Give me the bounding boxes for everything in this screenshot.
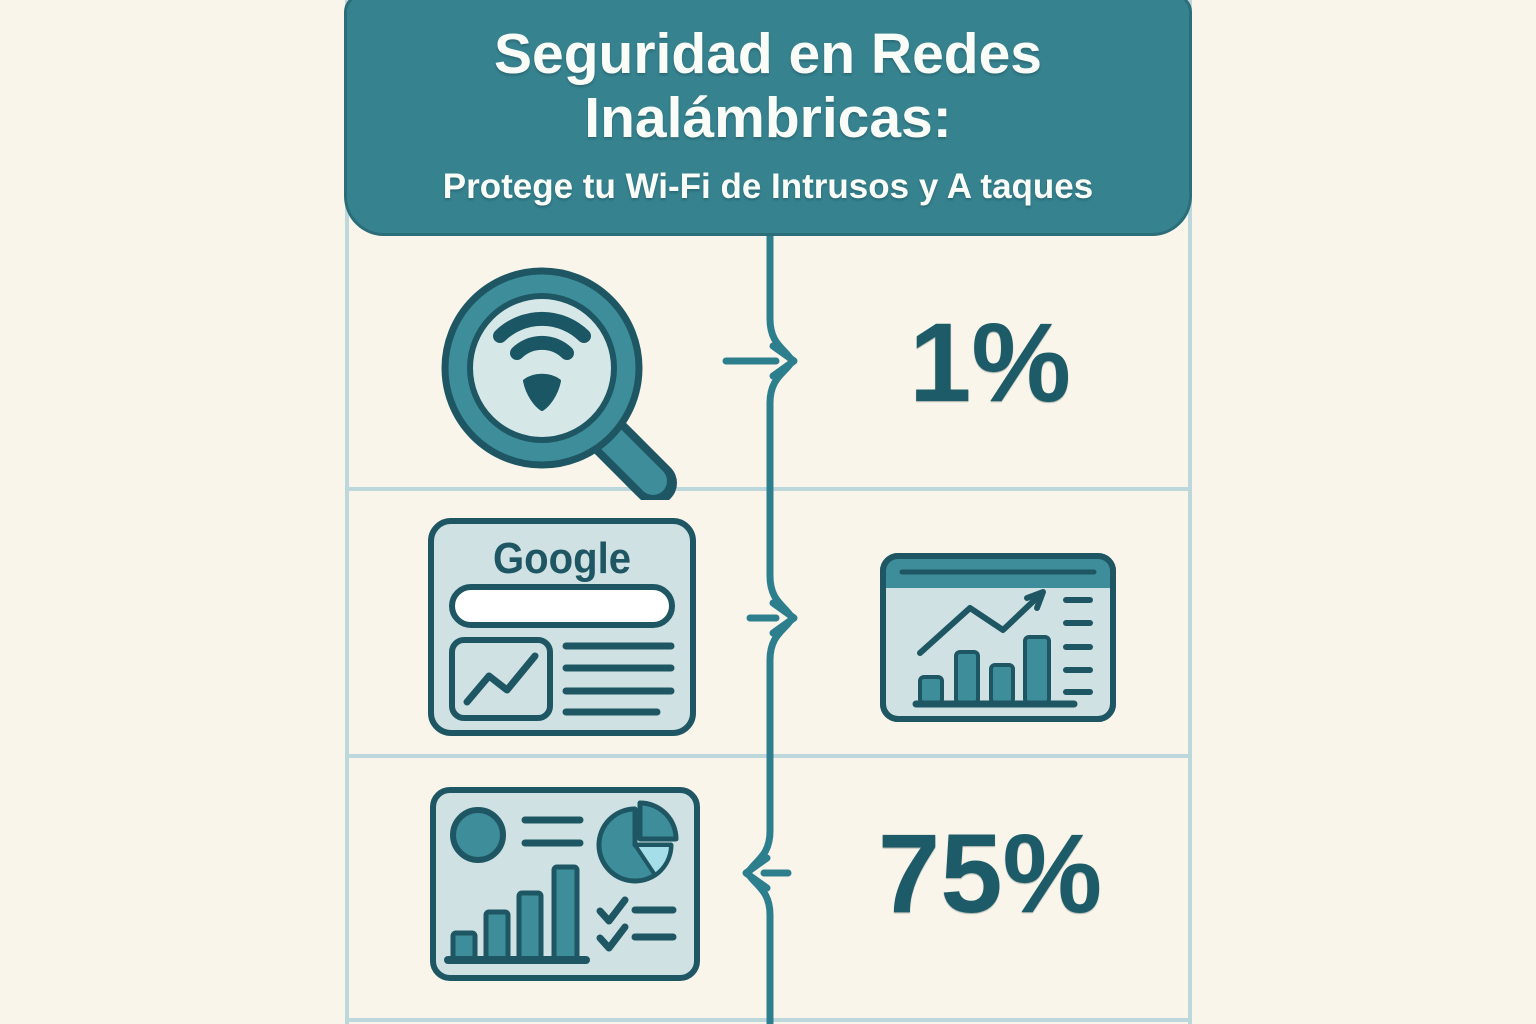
header-text-lines [521, 816, 584, 847]
pie-chart-icon [596, 800, 679, 884]
analytics-chart-window-icon [880, 553, 1116, 722]
page-title: Seguridad en Redes Inalámbricas: [494, 22, 1042, 151]
content-right-border [1188, 0, 1192, 1024]
content-left-border [345, 0, 349, 1024]
circle-widget-icon [450, 807, 506, 863]
google-results-page-icon: Google [428, 518, 696, 736]
bar-chart-icon [918, 635, 1051, 705]
google-logo-text: Google [493, 534, 631, 583]
stat-value-attacks: 75% [877, 810, 1103, 936]
title-line-2: Inalámbricas: [584, 86, 952, 150]
arrow-right-row1 [722, 342, 798, 380]
dashboard-charts-icon [430, 787, 700, 981]
wifi-icon [493, 311, 591, 360]
arrow-right-row2 [746, 599, 798, 637]
side-text-dashes [1063, 597, 1093, 695]
flow-connector-line [722, 236, 798, 1024]
title-line-1: Seguridad en Redes [494, 22, 1042, 87]
checklist-icon [596, 896, 677, 952]
header-banner: Seguridad en Redes Inalámbricas: Protege… [344, 0, 1192, 236]
wifi-search-magnifier-icon [441, 267, 677, 500]
arrow-left-row3 [742, 854, 792, 892]
page-subtitle: Protege tu Wi-Fi de Intrusos y A taques [442, 166, 1094, 206]
result-text-lines [562, 642, 675, 716]
thumbnail-chart-box [449, 637, 553, 721]
trend-line-icon [463, 652, 539, 706]
stat-value-wifi: 1% [909, 299, 1071, 425]
growth-arrow-icon [917, 590, 1045, 656]
search-bar [449, 584, 675, 628]
